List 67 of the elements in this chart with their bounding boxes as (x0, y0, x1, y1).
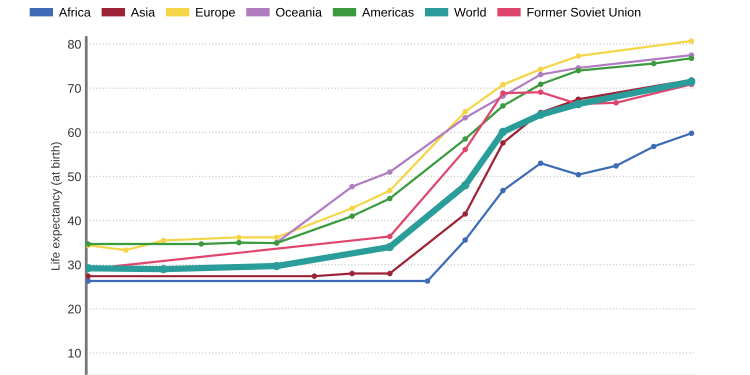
y-tick-label: 20 (68, 304, 81, 314)
y-axis-title: Life expectancy (at birth) (50, 142, 62, 270)
point (386, 242, 394, 252)
point (312, 273, 318, 279)
y-tick-label: 10 (68, 348, 81, 358)
point (349, 184, 355, 190)
y-tick-label: 80 (68, 40, 81, 49)
point (462, 108, 468, 114)
point (500, 188, 506, 194)
point (387, 234, 393, 240)
point (613, 163, 619, 169)
point (387, 169, 393, 175)
point (500, 90, 506, 96)
point (160, 238, 166, 244)
y-tick-label: 50 (68, 172, 81, 182)
point (538, 72, 544, 78)
point (236, 234, 242, 240)
point (576, 53, 582, 59)
point (498, 128, 508, 136)
point (536, 110, 545, 119)
legend-label: Americas (362, 8, 414, 17)
y-tick-label: 60 (68, 128, 81, 138)
legend-label: Asia (130, 8, 156, 17)
point (387, 188, 393, 194)
point (650, 144, 657, 150)
point (272, 262, 281, 270)
point (576, 172, 582, 178)
point (349, 205, 355, 212)
point (688, 130, 694, 136)
point (500, 82, 506, 88)
legend-label: Oceania (276, 8, 322, 17)
legend-label: Europe (196, 8, 235, 20)
point (538, 160, 544, 166)
y-tick-label: 40 (68, 216, 81, 226)
point (123, 247, 129, 253)
legend-label: Former Soviet Union (528, 8, 640, 17)
point (500, 140, 506, 146)
y-tick-label: 70 (68, 84, 81, 93)
point (462, 146, 468, 152)
point (349, 270, 355, 276)
point (500, 103, 506, 109)
point (538, 89, 544, 95)
point (613, 100, 619, 106)
point (538, 66, 544, 72)
point (86, 273, 91, 279)
point (650, 60, 657, 66)
point (576, 68, 582, 74)
point (688, 38, 694, 44)
y-tick-label: 30 (68, 260, 81, 270)
point (462, 211, 468, 217)
point (462, 237, 468, 243)
point (387, 270, 393, 276)
point (349, 213, 355, 219)
point (688, 55, 694, 62)
point (424, 278, 430, 284)
point (387, 196, 393, 202)
point (538, 81, 544, 88)
point (461, 181, 470, 190)
legend-label: Africa (58, 8, 91, 17)
point (462, 136, 468, 142)
point (687, 77, 696, 86)
legend-label: World (454, 8, 486, 17)
point (236, 240, 242, 246)
point (86, 278, 91, 284)
point (198, 241, 204, 247)
point (462, 115, 468, 121)
point (274, 234, 280, 240)
